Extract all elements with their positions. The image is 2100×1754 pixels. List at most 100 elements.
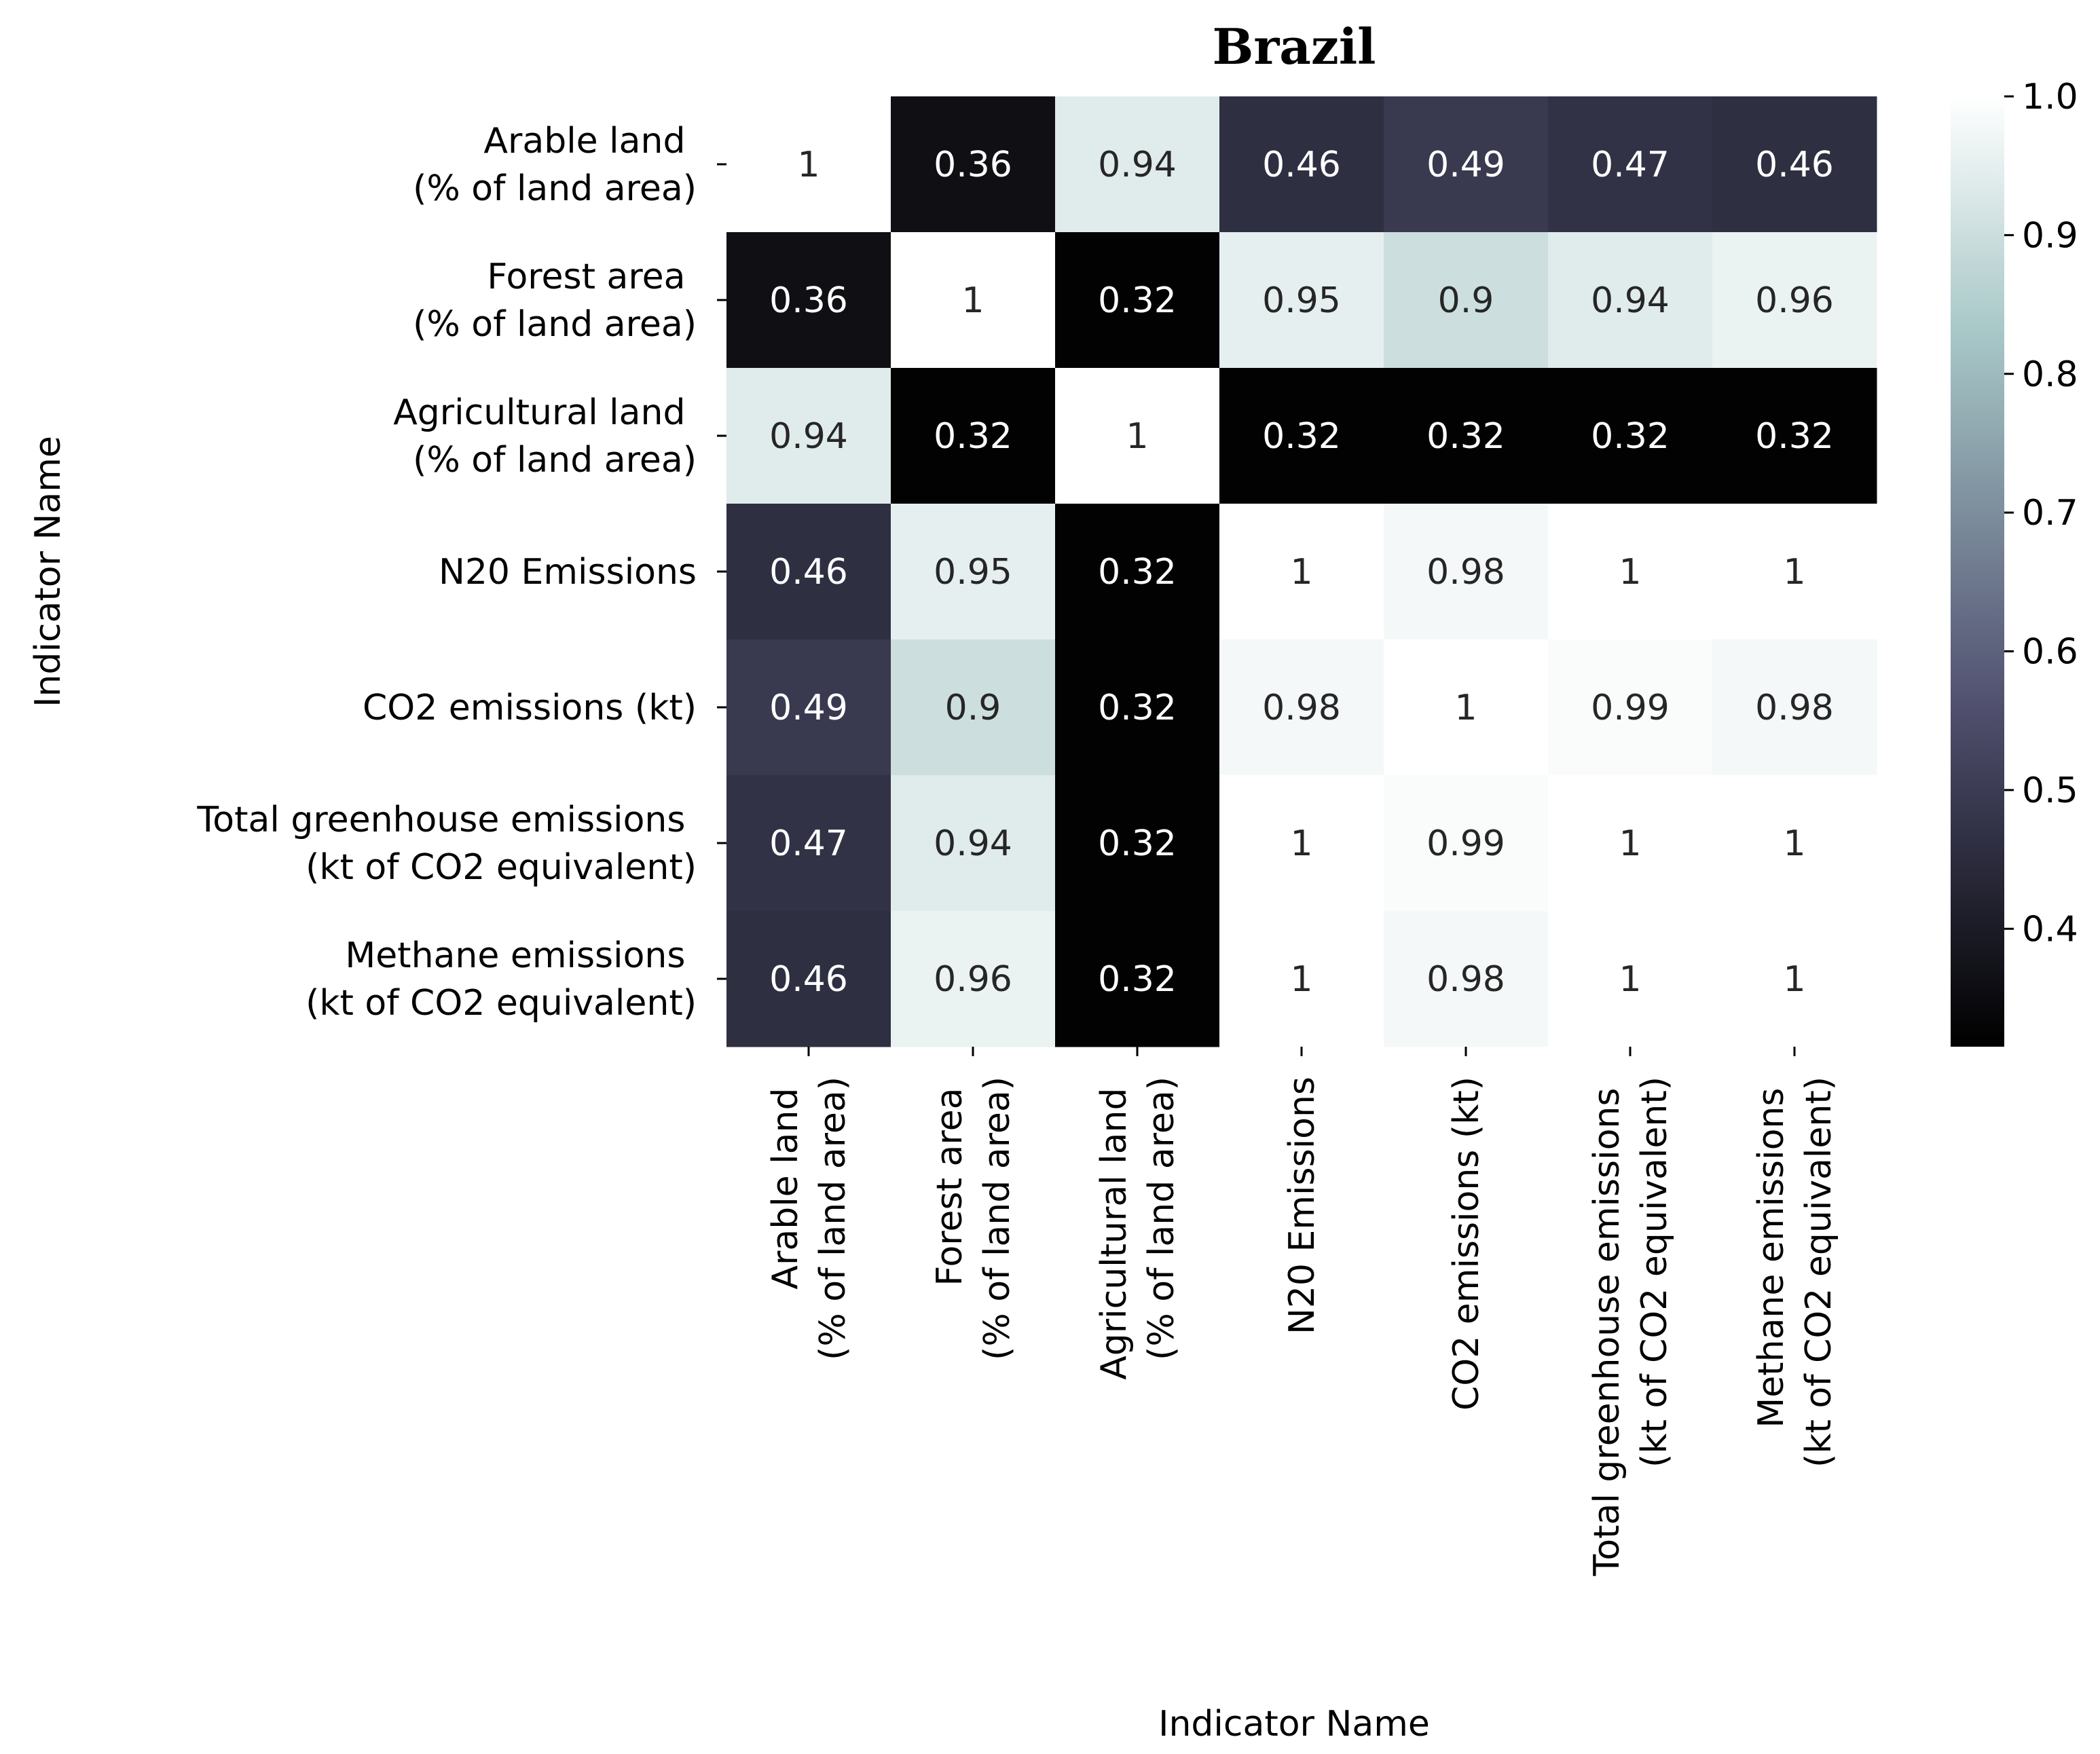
y-tick-label: CO2 emissions (kt) [363, 688, 697, 728]
heatmap-cell [891, 775, 1056, 912]
heatmap-cell [1384, 639, 1549, 776]
x-axis: Arable land (% of land area) Forest area … [765, 1047, 1839, 1577]
heatmap-cell [1548, 368, 1713, 504]
y-axis: Arable land (% of land area) Forest area … [196, 121, 726, 1024]
x-tick-label-group: Total greenhouse emissions (kt of CO2 eq… [1587, 1077, 1675, 1577]
cell-value-label: 0.94 [1591, 280, 1670, 321]
cell-value-label: 0.94 [769, 416, 848, 457]
x-tick-label: Forest area (% of land area) [929, 1077, 1018, 1360]
heatmap-cell [1712, 639, 1877, 776]
cell-value-label: 0.95 [934, 552, 1012, 593]
x-tick-label: Total greenhouse emissions (kt of CO2 eq… [1587, 1077, 1675, 1577]
cell-value-label: 0.32 [1098, 823, 1177, 864]
cell-value-label: 0.32 [1098, 552, 1177, 593]
heatmap-cell [1712, 504, 1877, 640]
heatmap-cell [1219, 639, 1384, 776]
heatmap-cell [1384, 232, 1549, 369]
heatmap-cell [1055, 232, 1220, 369]
cell-value-label: 1 [1126, 416, 1148, 457]
cell-value-label: 1 [1619, 823, 1641, 864]
heatmap-cell [1219, 775, 1384, 912]
heatmap-cell [1712, 96, 1877, 233]
cell-value-label: 0.47 [1591, 145, 1670, 185]
heatmap-cell [891, 368, 1056, 504]
cell-value-label: 0.98 [1426, 552, 1505, 593]
heatmap-cell [726, 96, 891, 233]
x-tick-label: Agricultural land (% of land area) [1094, 1077, 1182, 1380]
heatmap-cell [726, 232, 891, 369]
heatmap-cell [1219, 368, 1384, 504]
heatmap-cell [1384, 368, 1549, 504]
heatmap-cell [1219, 232, 1384, 369]
heatmap-cell [891, 911, 1056, 1047]
cell-value-label: 1 [1783, 552, 1805, 593]
colorbar-tick-label: 0.9 [2022, 215, 2078, 256]
x-tick-label: Arable land (% of land area) [765, 1077, 853, 1360]
cell-value-label: 0.32 [1098, 959, 1177, 1000]
cell-value-label: 0.96 [934, 959, 1012, 1000]
cell-value-label: 0.32 [1426, 416, 1505, 457]
colorbar-tick-label: 0.7 [2022, 493, 2078, 534]
heatmap-cell [726, 504, 891, 640]
x-axis-label: Indicator Name [1158, 1704, 1430, 1744]
x-tick-label-group: N20 Emissions [1282, 1077, 1323, 1335]
cell-value-label: 0.32 [1098, 688, 1177, 728]
heatmap-cell [1548, 775, 1713, 912]
colorbar-tick-label: 0.8 [2022, 354, 2078, 395]
heatmap-cell [1712, 911, 1877, 1047]
colorbar-tick-label: 0.5 [2022, 770, 2078, 811]
cell-value-label: 0.46 [769, 552, 848, 593]
heatmap-cell [1055, 504, 1220, 640]
y-tick-label: N20 Emissions [439, 552, 697, 593]
colorbar-gradient [1951, 96, 2004, 1047]
heatmap-cell [1055, 368, 1220, 504]
heatmap-cell [891, 504, 1056, 640]
heatmap-cell [1384, 775, 1549, 912]
cell-value-label: 0.49 [1426, 145, 1505, 185]
x-tick-label-group: Methane emissions (kt of CO2 equivalent) [1751, 1077, 1839, 1468]
cell-value-label: 0.9 [1438, 280, 1494, 321]
heatmap-cell [1219, 911, 1384, 1047]
cell-value-label: 0.98 [1262, 688, 1341, 728]
heatmap-cell [726, 775, 891, 912]
cell-value-label: 0.99 [1591, 688, 1670, 728]
cell-value-label: 0.49 [769, 688, 848, 728]
cell-value-label: 1 [1783, 959, 1805, 1000]
heatmap-cell [1384, 911, 1549, 1047]
x-tick-label: N20 Emissions [1282, 1077, 1323, 1335]
cell-value-label: 1 [961, 280, 984, 321]
heatmap-cell [1548, 504, 1713, 640]
cell-value-label: 0.36 [934, 145, 1012, 185]
y-tick-label: Forest area (% of land area) [413, 257, 697, 345]
heatmap-cell [1548, 911, 1713, 1047]
cell-value-label: 0.32 [934, 416, 1012, 457]
y-tick-label: Methane emissions (kt of CO2 equivalent) [306, 935, 697, 1024]
chart-title: Brazil [1212, 18, 1376, 75]
heatmap-cell [1384, 96, 1549, 233]
cell-value-label: 0.94 [934, 823, 1012, 864]
x-tick-label: Methane emissions (kt of CO2 equivalent) [1751, 1077, 1839, 1468]
cell-value-label: 1 [1290, 823, 1312, 864]
heatmap-cell [1219, 96, 1384, 233]
heatmap-cells: 1 0.36 0.94 0.46 0.49 0.47 0.46 0.36 1 0.32 0.95 0.… [726, 96, 1877, 1047]
cell-value-label: 1 [1454, 688, 1477, 728]
heatmap-cell [1548, 639, 1713, 776]
cell-value-label: 0.36 [769, 280, 848, 321]
cell-value-label: 0.98 [1426, 959, 1505, 1000]
x-tick-label-group: Forest area (% of land area) [929, 1077, 1018, 1360]
cell-value-label: 0.32 [1755, 416, 1834, 457]
cell-value-label: 0.98 [1755, 688, 1834, 728]
x-tick-label-group: Agricultural land (% of land area) [1094, 1077, 1182, 1380]
cell-value-label: 0.32 [1591, 416, 1670, 457]
cell-value-label: 0.95 [1262, 280, 1341, 321]
cell-value-label: 1 [797, 145, 819, 185]
heatmap-cell [726, 639, 891, 776]
heatmap-cell [1712, 232, 1877, 369]
cell-value-label: 1 [1619, 959, 1641, 1000]
y-axis-label: Indicator Name [28, 436, 69, 707]
cell-value-label: 0.46 [769, 959, 848, 1000]
heatmap-cell [1055, 775, 1220, 912]
cell-value-label: 1 [1783, 823, 1805, 864]
heatmap-cell [1548, 96, 1713, 233]
